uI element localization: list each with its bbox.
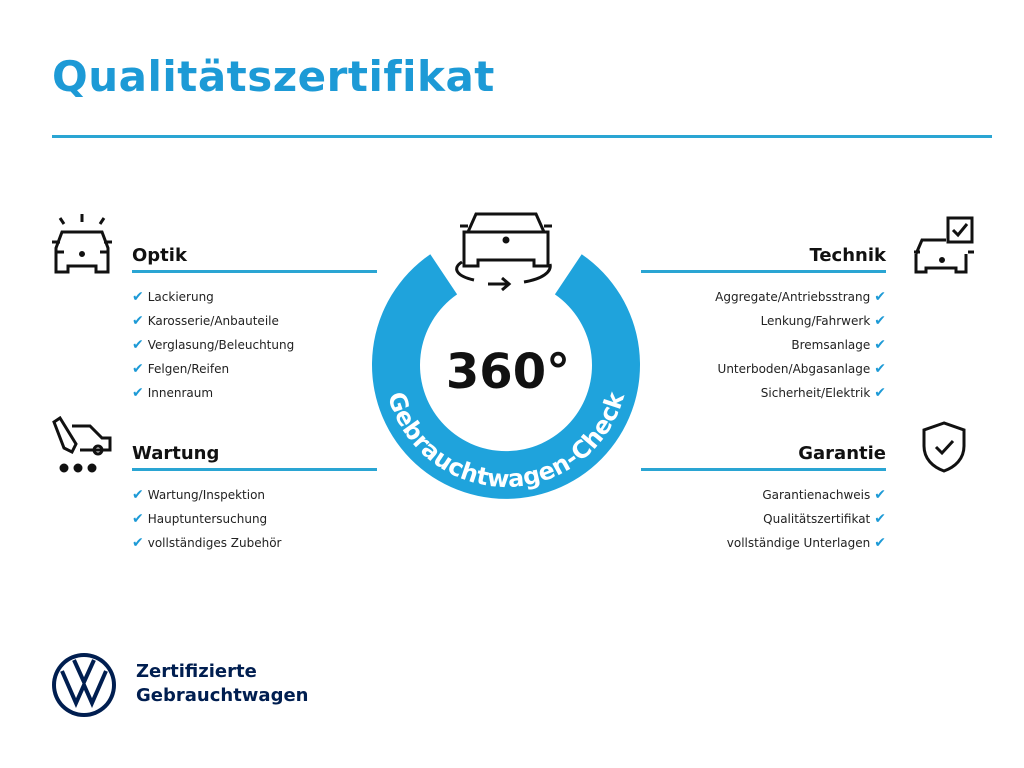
list-item: ✔ Felgen/Reifen: [132, 361, 230, 377]
check-icon: ✔: [132, 511, 144, 527]
list-item: ✔ Verglasung/Beleuchtung: [132, 337, 295, 353]
list-item: Aggregate/Antriebsstrang ✔: [715, 289, 886, 305]
check-icon: ✔: [874, 337, 886, 353]
check-icon: ✔: [132, 535, 144, 551]
section-divider: [132, 270, 377, 273]
check-icon: ✔: [874, 361, 886, 377]
check-icon: ✔: [874, 289, 886, 305]
check-icon: ✔: [132, 385, 144, 401]
list-item: ✔ Innenraum: [132, 385, 214, 401]
list-item: ✔ Karosserie/Anbauteile: [132, 313, 279, 329]
page-title: Qualitätszertifikat: [52, 52, 495, 101]
check-icon: ✔: [132, 487, 144, 503]
title-divider: [52, 135, 992, 138]
section-optik: Optik ✔ Lackierung ✔ Karosserie/Anbauteile…: [132, 242, 377, 405]
section-wartung: Wartung ✔ Wartung/Inspektion ✔ Hauptunters…: [132, 440, 377, 555]
list-item: ✔ vollständiges Zubehör: [132, 535, 282, 551]
section-heading: Garantie: [798, 443, 886, 464]
check-icon: ✔: [132, 337, 144, 353]
ring-arc: [372, 254, 640, 499]
section-technik: Technik Aggregate/Antriebsstrang ✔ Lenkun…: [641, 242, 886, 405]
section-divider: [641, 270, 886, 273]
list-item: ✔ Hauptuntersuchung: [132, 511, 268, 527]
check-icon: ✔: [874, 313, 886, 329]
check-icon: ✔: [874, 385, 886, 401]
check-icon: ✔: [874, 511, 886, 527]
section-heading: Optik: [132, 245, 187, 266]
service-van-icon: [52, 416, 112, 473]
check-icon: ✔: [132, 289, 144, 305]
brand-text: Zertifizierte Gebrauchtwagen: [136, 661, 309, 706]
car-checklist-icon: [914, 216, 974, 274]
degree-label: 360°: [446, 344, 570, 400]
list-item: Sicherheit/Elektrik ✔: [760, 385, 886, 401]
section-heading: Technik: [809, 245, 886, 266]
list-item: ✔ Lackierung: [132, 289, 214, 305]
list-item: ✔ Wartung/Inspektion: [132, 487, 266, 503]
list-item: Bremsanlage ✔: [791, 337, 886, 353]
section-divider: [132, 468, 377, 471]
car-lights-icon: [52, 214, 112, 274]
section-heading: Wartung: [132, 443, 220, 464]
list-item: Qualitätszertifikat ✔: [763, 511, 886, 527]
list-item: Unterboden/Abgasanlage ✔: [717, 361, 886, 377]
list-item: vollständige Unterlagen ✔: [726, 535, 886, 551]
section-garantie: Garantie Garantienachweis ✔ Qualitätszert…: [641, 440, 886, 555]
check-icon: ✔: [874, 535, 886, 551]
car-rotate-icon: [455, 212, 552, 292]
check-icon: ✔: [132, 313, 144, 329]
list-item: Lenkung/Fahrwerk ✔: [760, 313, 886, 329]
shield-check-icon: [922, 421, 966, 473]
check-icon: ✔: [132, 361, 144, 377]
check-icon: ✔: [874, 487, 886, 503]
list-item: Garantienachweis ✔: [762, 487, 886, 503]
vw-logo-icon: [52, 653, 116, 717]
section-divider: [641, 468, 886, 471]
